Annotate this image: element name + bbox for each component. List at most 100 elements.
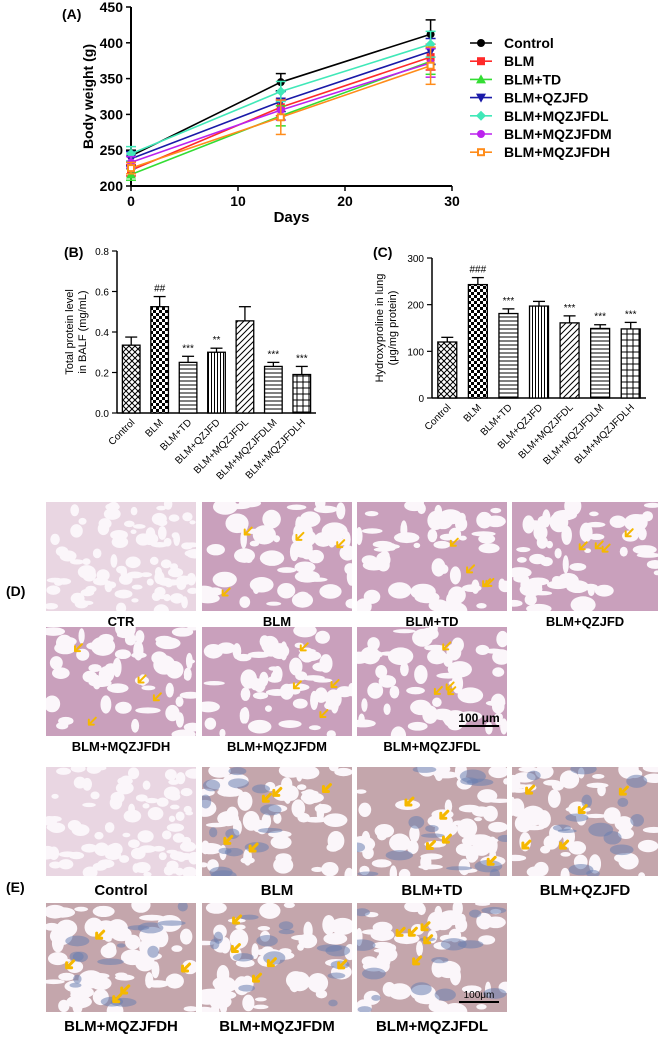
alveolus [589,511,599,517]
alveolus [51,793,59,799]
arrow-marker [449,537,459,547]
alveolus [202,593,220,604]
legend-label: BLM+QZJFD [504,90,588,106]
alveolus [399,587,412,593]
alveolus [524,520,546,530]
arrow-marker [420,921,431,932]
category-label: BLM [143,417,165,439]
bar [121,344,141,414]
alveolus [92,905,115,917]
alveolus [485,515,506,528]
collagen-patch [481,906,507,914]
alveolus [151,651,168,665]
collagen-patch [357,939,376,951]
collagen-patch [238,984,256,992]
alveolus [414,591,440,604]
arrow-marker [252,972,263,983]
alveolus [56,767,71,775]
alveolus [295,767,320,780]
alveolus [104,937,112,942]
data-point [276,113,285,122]
alveolus [378,543,400,550]
alveolus [140,572,153,578]
alveolus [78,517,87,525]
alveolus [169,804,180,810]
bar [207,351,226,414]
alveolus [636,552,658,558]
alveolus [119,855,130,863]
alveolus [183,675,191,680]
alveolus [520,805,546,826]
alveolus [557,573,579,588]
alveolus [81,843,98,853]
collagen-patch [209,938,220,950]
alveolus [135,794,148,802]
collagen-patch [256,935,278,947]
alveolus [376,830,387,841]
alveolus [157,525,167,540]
arrow-marker [577,804,588,815]
collagen-patch [116,943,126,948]
alveolus [408,502,424,508]
alveolus [251,943,259,960]
alveolus [442,1002,468,1012]
alveolus [455,516,468,532]
alveolus [294,570,320,583]
alveolus [168,815,176,822]
collagen-patch [626,774,648,788]
alveolus [249,540,260,547]
tissue-image [46,502,196,611]
alveolus [184,549,196,557]
alveolus [153,929,169,948]
arrow-marker [412,955,423,966]
alveolus [182,512,193,522]
arrow-marker [299,642,309,652]
collagen-patch [278,921,294,931]
legend-marker [476,110,486,121]
collagen-patch [73,974,82,984]
alveolus [125,556,141,569]
alveolus [49,907,76,918]
alveolus [475,644,490,656]
alveolus [273,812,282,824]
alveolus [183,722,196,732]
alveolus [153,604,169,611]
alveolus [147,807,164,821]
arrow-marker [292,680,302,690]
alveolus [110,926,132,942]
alveolus [524,593,537,606]
alveolus [50,533,60,545]
alveolus [372,651,383,658]
alveolus [319,584,342,599]
alveolus [204,717,217,730]
alveolus [286,504,307,511]
alveolus [638,872,646,876]
y-axis-label: in BALF (mg/mL) [77,290,89,373]
alveolus [328,767,339,772]
alveolus [336,502,346,520]
arrow-marker [486,855,497,866]
alveolus [547,789,561,808]
alveolus [278,720,302,728]
alveolus [387,647,414,666]
y-axis-label: (μg/mg protein) [387,291,399,366]
collagen-patch [327,972,346,979]
y-tick-label: 0.6 [95,288,109,299]
alveolus [367,637,380,651]
x-tick-label: 10 [230,193,246,209]
alveolus [624,513,648,532]
alveolus [90,636,116,656]
tissue-image [46,627,196,736]
alveolus [632,545,657,555]
alveolus [247,719,272,734]
alveolus [311,866,324,873]
alveolus [361,698,368,712]
y-axis-label: Body weight (g) [80,44,96,149]
alveolus [345,598,352,609]
scale-bar-label: 100 μm [458,711,499,725]
alveolus [104,822,115,833]
alveolus [124,811,139,818]
chart-b-plot: 0.0 0.2 0.4 0.6 0.8 Total protein level in BAL… [64,247,316,482]
arrow-marker [95,929,106,940]
significance-label: *** [182,343,194,354]
